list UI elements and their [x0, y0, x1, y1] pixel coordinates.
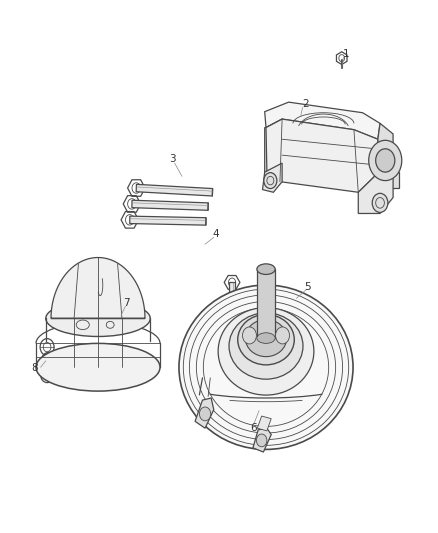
Text: 4: 4: [212, 229, 219, 239]
Ellipse shape: [257, 333, 275, 343]
Text: 5: 5: [304, 281, 311, 292]
Polygon shape: [257, 269, 275, 338]
Circle shape: [243, 327, 256, 344]
Polygon shape: [130, 216, 206, 225]
Polygon shape: [257, 416, 271, 431]
Text: 3: 3: [169, 155, 175, 164]
Circle shape: [199, 407, 211, 421]
Circle shape: [372, 193, 388, 213]
Circle shape: [369, 140, 402, 181]
Text: 1: 1: [343, 50, 350, 59]
Text: 2: 2: [302, 99, 308, 109]
Polygon shape: [229, 282, 235, 317]
Polygon shape: [51, 257, 145, 318]
Polygon shape: [132, 200, 208, 211]
Text: 8: 8: [31, 364, 38, 373]
Polygon shape: [136, 184, 212, 196]
Ellipse shape: [245, 319, 287, 357]
Ellipse shape: [179, 285, 353, 449]
Ellipse shape: [36, 343, 160, 391]
Ellipse shape: [229, 313, 303, 379]
Polygon shape: [265, 119, 282, 172]
Circle shape: [376, 149, 395, 172]
Ellipse shape: [218, 308, 314, 395]
Polygon shape: [265, 102, 380, 139]
Polygon shape: [253, 428, 271, 452]
Polygon shape: [301, 316, 307, 350]
Circle shape: [276, 327, 290, 344]
Polygon shape: [378, 123, 393, 171]
Polygon shape: [195, 398, 214, 428]
Text: 7: 7: [124, 297, 130, 308]
Ellipse shape: [238, 314, 294, 365]
Circle shape: [256, 434, 267, 447]
Polygon shape: [266, 119, 380, 192]
Text: 6: 6: [251, 423, 257, 433]
Ellipse shape: [46, 301, 150, 336]
FancyBboxPatch shape: [388, 172, 399, 188]
Polygon shape: [262, 163, 282, 192]
Circle shape: [264, 173, 277, 189]
Ellipse shape: [257, 264, 275, 274]
Polygon shape: [358, 163, 393, 214]
